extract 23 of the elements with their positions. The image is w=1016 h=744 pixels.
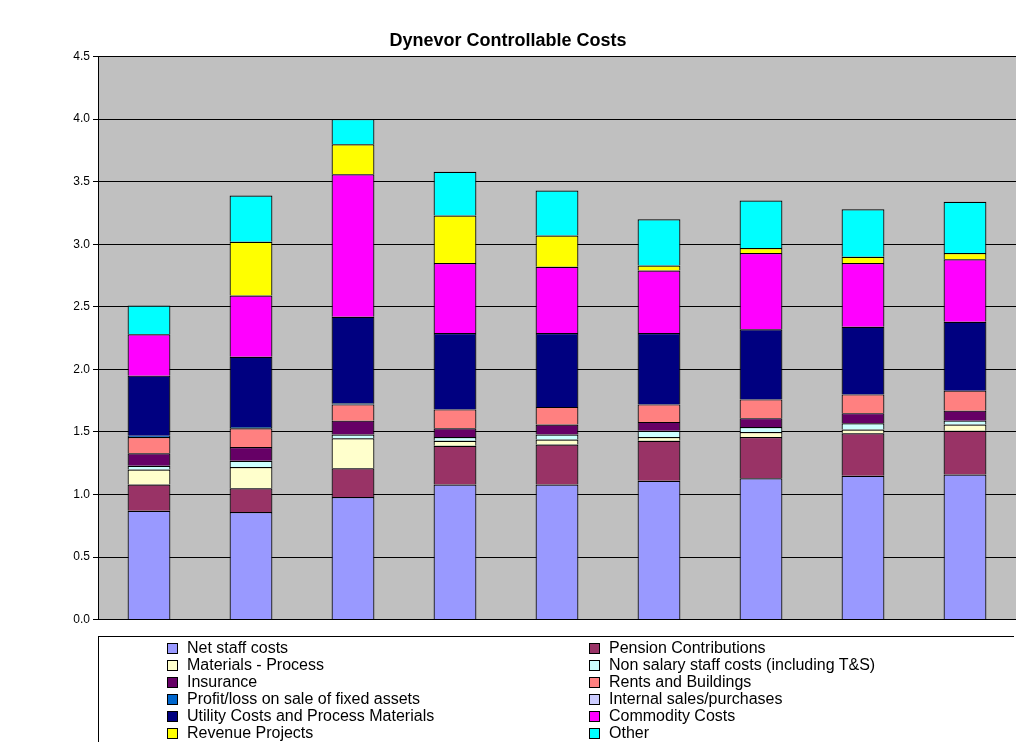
legend-label: Rents and Buildings xyxy=(609,673,752,691)
y-tick-label: 4.5 xyxy=(73,48,91,63)
legend-label: Pension Contributions xyxy=(609,639,766,657)
y-tick-label: 0.5 xyxy=(73,549,91,564)
y-tick-label: 4.0 xyxy=(73,111,91,126)
legend-label: Utility Costs and Process Materials xyxy=(187,707,435,725)
y-tick-label: 3.0 xyxy=(73,236,91,251)
y-tick-label: 2.5 xyxy=(73,299,91,314)
y-tick-label: 1.0 xyxy=(73,486,91,501)
y-tick-label: 0.0 xyxy=(73,611,91,626)
legend-label: Revenue Projects xyxy=(187,724,314,742)
legend-label: Net staff costs xyxy=(187,639,289,657)
legend-label: Internal sales/purchases xyxy=(609,690,783,708)
legend-label: Commodity Costs xyxy=(609,707,736,725)
legend-label: Materials - Process xyxy=(187,656,324,674)
chart-title: Dynevor Controllable Costs xyxy=(389,29,627,50)
y-tick-label: 1.5 xyxy=(73,424,91,439)
legend-label: Profit/loss on sale of fixed assets xyxy=(187,690,420,708)
legend-label: Non salary staff costs (including T&S) xyxy=(609,656,876,674)
y-tick-label: 3.5 xyxy=(73,174,91,189)
legend-label: Other xyxy=(609,724,650,742)
y-tick-label: 2.0 xyxy=(73,361,91,376)
legend-label: Insurance xyxy=(187,673,258,691)
